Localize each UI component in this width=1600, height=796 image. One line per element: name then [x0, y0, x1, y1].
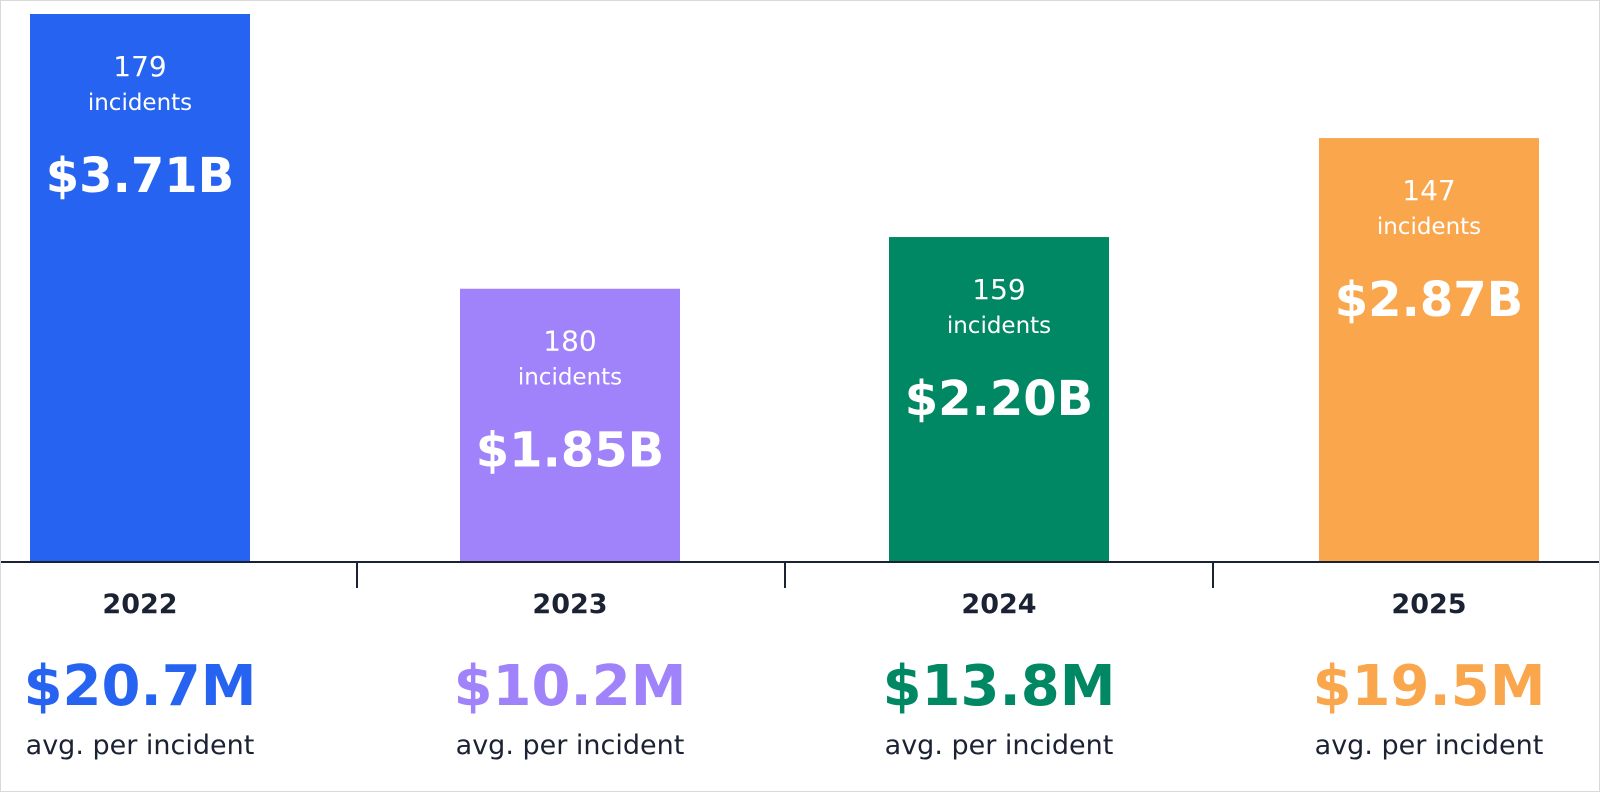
avg-label-2024: avg. per incident — [885, 730, 1114, 761]
avg-label-2022: avg. per incident — [26, 730, 255, 761]
avg-value-2022: $20.7M — [24, 654, 257, 719]
bar-incident-label-2025: incidents — [1377, 214, 1481, 240]
bar-value-label-2025: $2.87B — [1335, 272, 1523, 328]
bar-incident-count-2024: 159 — [972, 273, 1025, 306]
avg-value-2023: $10.2M — [454, 654, 687, 719]
bar-value-label-2022: $3.71B — [46, 148, 234, 204]
avg-value-2024: $13.8M — [883, 654, 1116, 719]
bar-incident-count-2025: 147 — [1402, 174, 1455, 207]
x-axis — [0, 561, 1600, 588]
avg-label-2025: avg. per incident — [1315, 730, 1544, 761]
bar-incident-label-2023: incidents — [518, 365, 622, 391]
avg-label-2023: avg. per incident — [456, 730, 685, 761]
avg-value-2025: $19.5M — [1313, 654, 1546, 719]
bar-2024 — [889, 237, 1109, 562]
bar-2022 — [30, 14, 250, 562]
bar-2023 — [460, 288, 680, 562]
bar-value-label-2024: $2.20B — [905, 371, 1093, 427]
x-tick-label-2025: 2025 — [1391, 589, 1466, 620]
bar-incident-label-2022: incidents — [88, 90, 192, 116]
x-tick-label-2024: 2024 — [961, 589, 1036, 620]
x-tick-label-2022: 2022 — [102, 589, 177, 620]
labels-group: 179 incidents $3.71B 2022 $20.7M avg. per inc… — [24, 50, 1546, 761]
bar-incident-label-2024: incidents — [947, 313, 1051, 339]
bar-incident-count-2023: 180 — [543, 325, 596, 358]
bar-2025 — [1319, 138, 1539, 562]
bars-group — [30, 14, 1539, 562]
bar-incident-count-2022: 179 — [113, 50, 166, 83]
x-tick-label-2023: 2023 — [532, 589, 607, 620]
bar-value-label-2023: $1.85B — [476, 423, 664, 479]
